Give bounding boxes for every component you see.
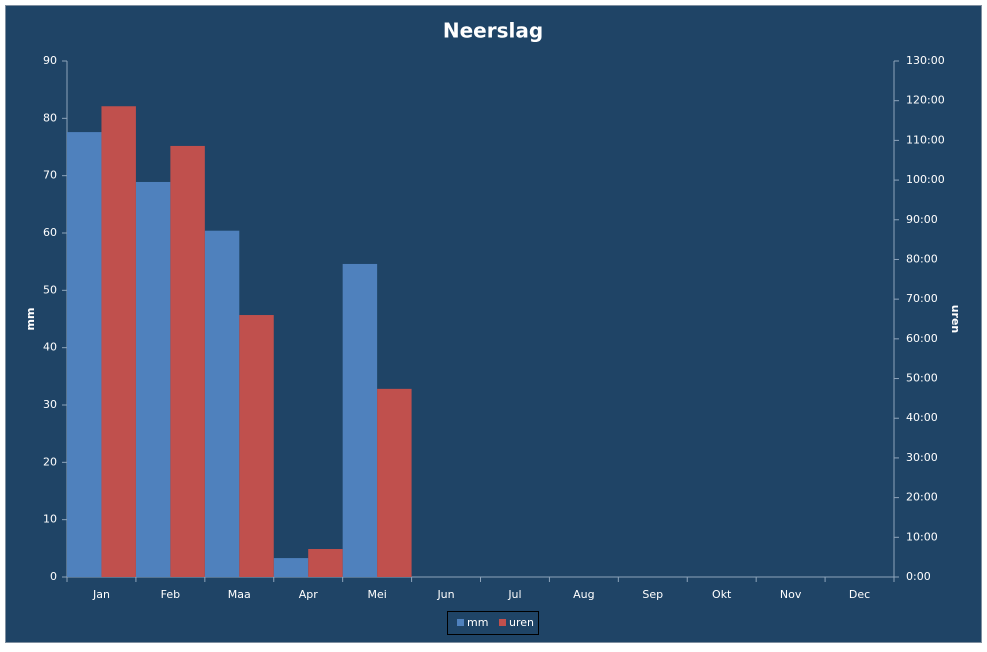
y2-tick-label: 120:00 bbox=[906, 94, 945, 107]
y2-tick-label: 40:00 bbox=[906, 411, 938, 424]
bar bbox=[342, 263, 378, 577]
y2-tick-label: 10:00 bbox=[906, 530, 938, 543]
x-tick-label: Jan bbox=[92, 588, 110, 601]
y-tick-label: 30 bbox=[43, 398, 57, 411]
bar bbox=[308, 549, 343, 577]
bar bbox=[239, 315, 274, 577]
x-tick-label: Dec bbox=[849, 588, 870, 601]
x-tick-label: Okt bbox=[712, 588, 732, 601]
chart-title: Neerslag bbox=[443, 19, 543, 43]
legend-label: mm bbox=[467, 616, 488, 629]
legend-label: uren bbox=[509, 616, 534, 629]
y-tick-label: 50 bbox=[43, 283, 57, 296]
y2-tick-label: 80:00 bbox=[906, 252, 938, 265]
x-tick-label: Jul bbox=[507, 588, 521, 601]
y2-tick-label: 60:00 bbox=[906, 332, 938, 345]
x-tick-label: Apr bbox=[299, 588, 319, 601]
y-tick-label: 0 bbox=[50, 570, 57, 583]
y2-tick-label: 0:00 bbox=[906, 570, 931, 583]
y-tick-label: 60 bbox=[43, 226, 57, 239]
bar bbox=[135, 181, 171, 577]
y2-tick-label: 90:00 bbox=[906, 213, 938, 226]
x-tick-label: Jun bbox=[436, 588, 454, 601]
y2-tick-label: 30:00 bbox=[906, 451, 938, 464]
x-tick-label: Nov bbox=[780, 588, 802, 601]
y2-tick-label: 100:00 bbox=[906, 173, 945, 186]
y-tick-label: 10 bbox=[43, 513, 57, 526]
y-axis-title: mm bbox=[24, 308, 37, 331]
legend-box bbox=[447, 611, 539, 635]
y-tick-label: 20 bbox=[43, 455, 57, 468]
y-tick-label: 70 bbox=[43, 169, 57, 182]
x-tick-label: Sep bbox=[642, 588, 663, 601]
bar bbox=[273, 558, 309, 577]
y-tick-label: 90 bbox=[43, 54, 57, 67]
y2-tick-label: 110:00 bbox=[906, 133, 945, 146]
x-tick-label: Aug bbox=[573, 588, 594, 601]
bar bbox=[377, 388, 412, 577]
bar bbox=[170, 145, 205, 578]
y2-axis-title: uren bbox=[949, 305, 962, 334]
x-tick-label: Mei bbox=[367, 588, 386, 601]
bar bbox=[204, 230, 240, 577]
x-tick-label: Maa bbox=[228, 588, 251, 601]
y2-tick-label: 70:00 bbox=[906, 292, 938, 305]
legend-swatch bbox=[457, 619, 464, 626]
bar bbox=[67, 132, 102, 578]
y2-tick-label: 20:00 bbox=[906, 491, 938, 504]
y-tick-label: 40 bbox=[43, 341, 57, 354]
y-tick-label: 80 bbox=[43, 111, 57, 124]
y2-tick-label: 130:00 bbox=[906, 54, 945, 67]
bar bbox=[101, 106, 136, 577]
x-tick-label: Feb bbox=[161, 588, 180, 601]
legend-swatch bbox=[499, 619, 506, 626]
y2-tick-label: 50:00 bbox=[906, 372, 938, 385]
